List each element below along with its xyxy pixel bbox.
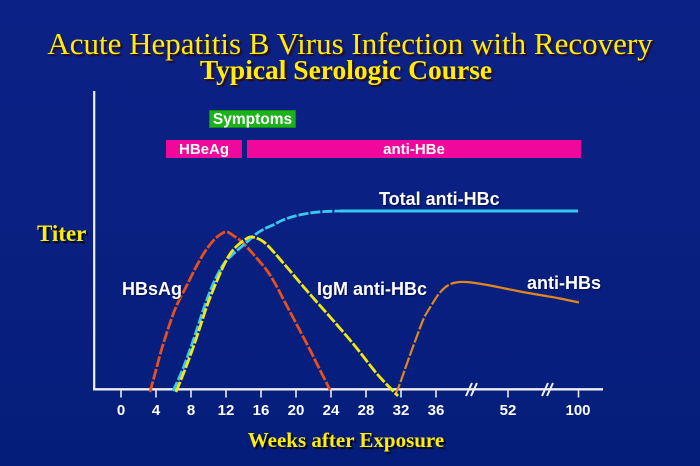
svg-text:20: 20 bbox=[288, 402, 305, 419]
svg-text:28: 28 bbox=[358, 402, 375, 419]
svg-text:24: 24 bbox=[323, 402, 340, 419]
svg-text:36: 36 bbox=[428, 402, 445, 419]
svg-text:4: 4 bbox=[152, 402, 161, 419]
svg-text:16: 16 bbox=[253, 402, 270, 419]
svg-text:100: 100 bbox=[565, 402, 590, 419]
svg-text:8: 8 bbox=[187, 402, 195, 419]
svg-text:52: 52 bbox=[500, 402, 517, 419]
svg-text:0: 0 bbox=[117, 402, 125, 419]
svg-text:12: 12 bbox=[218, 402, 235, 419]
svg-text:32: 32 bbox=[393, 402, 410, 419]
